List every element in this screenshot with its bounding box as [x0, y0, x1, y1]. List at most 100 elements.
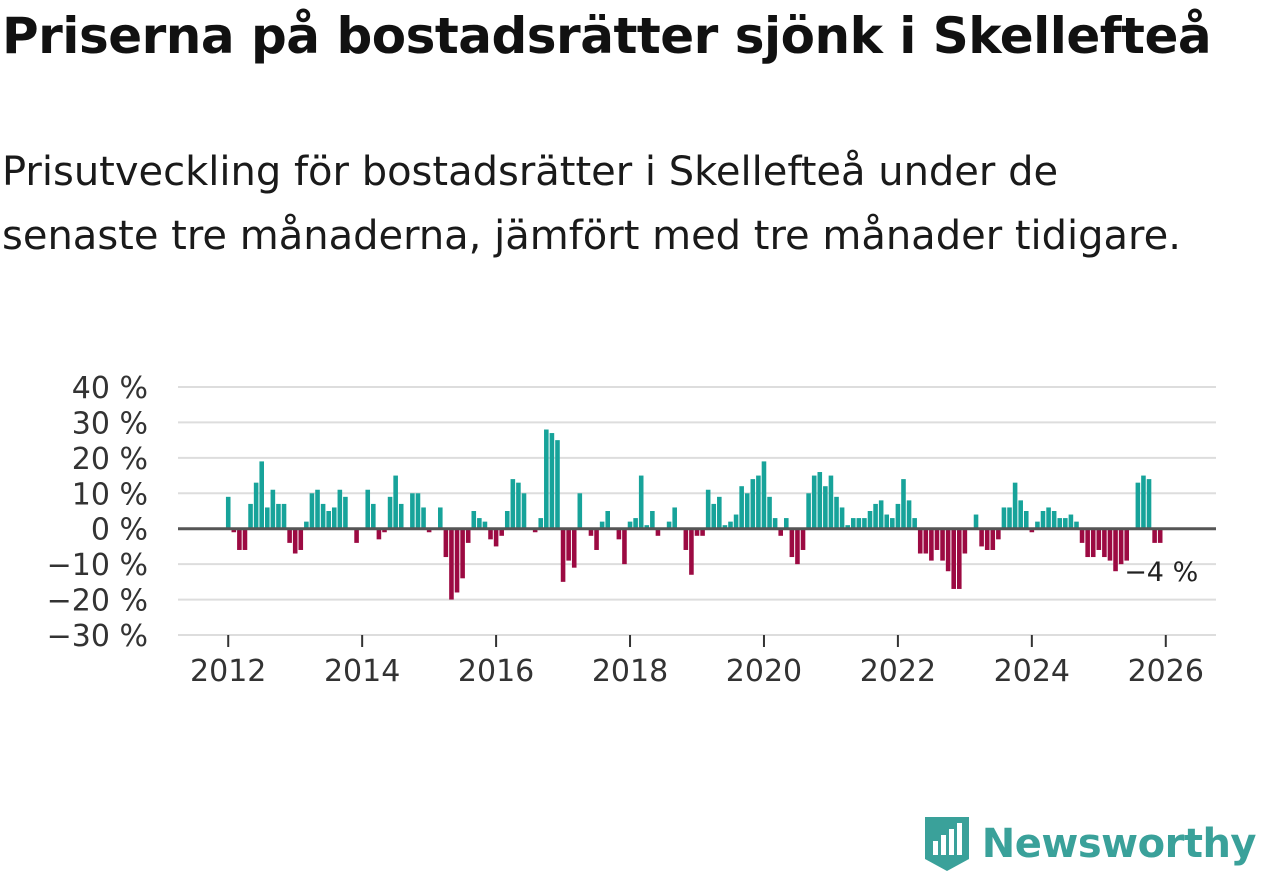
bar [488, 528, 493, 540]
bar [694, 528, 700, 536]
bar [231, 528, 237, 533]
bar [265, 507, 270, 529]
y-tick-label: 10 % [72, 477, 148, 512]
bar-chart: −30 %−20 %−10 %0 %10 %20 %30 %40 % 2012 20… [47, 371, 1216, 689]
bar [1051, 511, 1057, 529]
bar [1141, 475, 1146, 529]
bar [979, 528, 984, 547]
last-value-label: −4 % [1124, 557, 1198, 588]
bar [627, 521, 633, 529]
bar [722, 525, 728, 529]
x-tick-label: 2026 [1128, 654, 1204, 689]
bar [382, 528, 387, 533]
bar [438, 507, 443, 529]
bar [973, 514, 979, 529]
bar [711, 503, 717, 529]
bar [549, 433, 555, 529]
bar [761, 461, 767, 529]
bar [917, 528, 923, 554]
bar [242, 528, 248, 550]
chart-subtitle: Prisutveckling för bostadsrätter i Skell… [2, 149, 1181, 259]
bar [371, 503, 376, 529]
bar [1096, 528, 1102, 550]
x-tick-label: 2016 [458, 654, 534, 689]
bar [298, 528, 304, 550]
bar [739, 486, 744, 529]
bar [1152, 528, 1157, 543]
y-tick-label: 40 % [72, 371, 148, 406]
bar [728, 521, 733, 529]
bar [1074, 521, 1079, 529]
bar [1085, 528, 1090, 558]
bar [599, 521, 605, 529]
bar [410, 493, 415, 529]
x-tick-label: 2022 [860, 654, 936, 689]
bar [778, 528, 783, 536]
bar [1113, 528, 1118, 572]
bar [1012, 482, 1018, 529]
bar [772, 518, 778, 529]
bar [560, 528, 566, 582]
bar [744, 493, 750, 529]
bar [767, 496, 772, 529]
y-tick-label: 30 % [72, 406, 148, 441]
bar [594, 528, 599, 550]
bar [460, 528, 465, 579]
bar [337, 489, 343, 529]
bar [990, 528, 996, 550]
x-tick-label: 2024 [994, 654, 1070, 689]
bar [398, 503, 404, 529]
bar [1135, 482, 1141, 529]
bar [538, 518, 544, 529]
x-tick-label: 2012 [190, 654, 266, 689]
bar [465, 528, 471, 543]
bar [700, 528, 705, 536]
bar [1146, 479, 1152, 529]
bar [683, 528, 689, 550]
bar [996, 528, 1001, 540]
brand: Newsworthy [922, 815, 1257, 873]
bar [326, 511, 331, 529]
bar [856, 518, 862, 529]
bar [1001, 507, 1007, 529]
bar [884, 514, 890, 529]
bar [962, 528, 968, 554]
y-tick-label: 20 % [72, 442, 148, 477]
bar [1018, 500, 1023, 529]
bar [717, 496, 722, 529]
bar [354, 528, 359, 543]
bar [1090, 528, 1096, 558]
bar [320, 503, 326, 529]
bar [638, 475, 644, 529]
bar [666, 521, 672, 529]
bar [756, 475, 761, 529]
bar [605, 511, 610, 529]
bar [1007, 507, 1012, 529]
bar [945, 528, 951, 572]
bar [253, 482, 259, 529]
bar [672, 507, 677, 529]
bar [532, 528, 538, 533]
bar [248, 503, 253, 529]
x-tick-label: 2014 [324, 654, 400, 689]
bar [510, 479, 516, 529]
bar [309, 493, 315, 529]
bar [304, 521, 309, 529]
bar [504, 511, 510, 529]
bar [733, 514, 739, 529]
bar [482, 521, 488, 529]
bar [1029, 528, 1035, 533]
bar [644, 525, 650, 529]
bar [471, 511, 477, 529]
bar [365, 489, 371, 529]
bar [1035, 521, 1040, 529]
bar [850, 518, 856, 529]
bar [1057, 518, 1063, 529]
bar [1118, 528, 1124, 565]
bar [331, 507, 337, 529]
bar [750, 479, 756, 529]
bar [499, 528, 504, 536]
bar [817, 472, 823, 529]
bar [878, 500, 884, 529]
y-tick-label: −30 % [47, 619, 148, 654]
